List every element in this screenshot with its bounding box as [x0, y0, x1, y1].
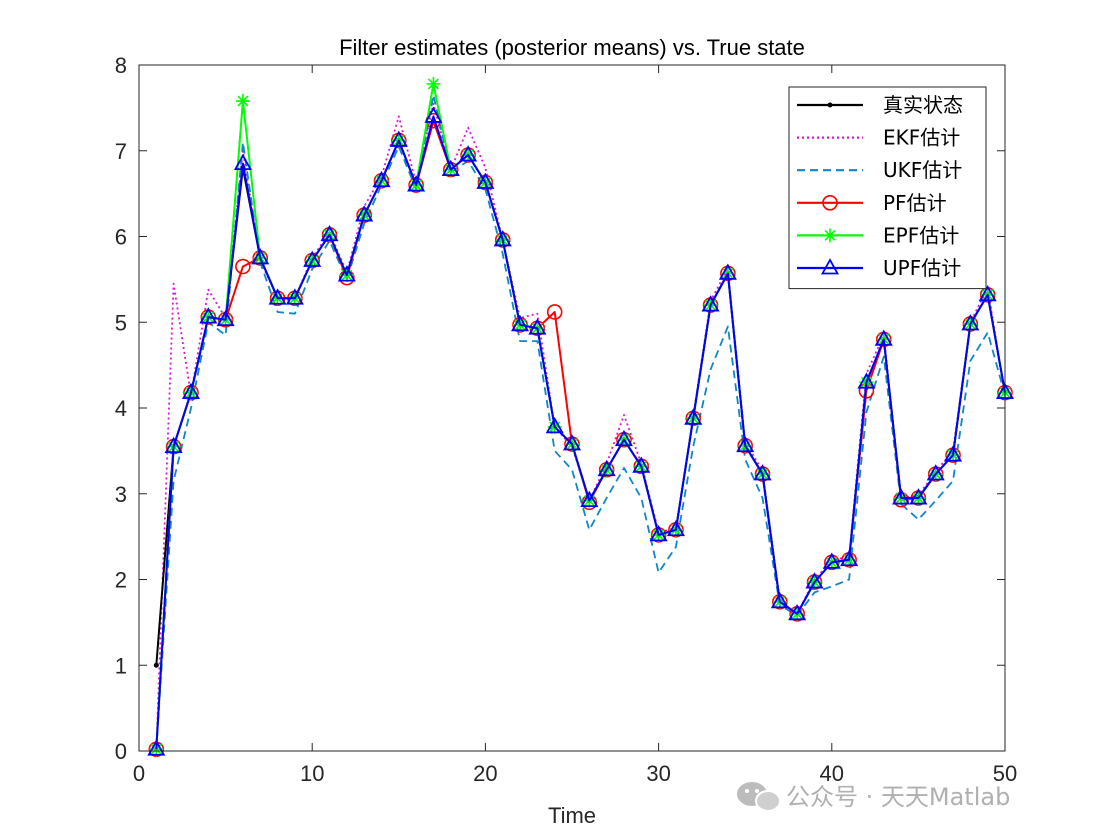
legend-item-2: UKF估计: [797, 158, 962, 182]
data-point-5-38: [805, 572, 824, 589]
data-point-5-19: [476, 172, 495, 189]
legend-marker: [823, 228, 837, 243]
data-point-5-32: [701, 295, 720, 312]
y-tick-label: 3: [115, 482, 127, 507]
data-point-4-5: [235, 94, 250, 109]
data-point-5-16: [424, 106, 443, 123]
legend-box: [788, 86, 987, 290]
legend-label: UPF估计: [883, 256, 961, 280]
series-5: [147, 106, 1015, 756]
legend-item-3: PF估计: [797, 191, 947, 215]
y-tick-label: 2: [115, 568, 127, 593]
series-layer: [147, 76, 1015, 758]
data-point-5-45: [926, 464, 945, 481]
data-point-5-12: [355, 205, 374, 222]
data-point-5-46: [944, 445, 963, 462]
x-tick-label: 50: [993, 761, 1017, 786]
data-point-5-34: [736, 435, 755, 453]
data-point-5-22: [528, 318, 547, 335]
legend-label: EKF估计: [883, 126, 960, 150]
data-point-5-8: [285, 288, 304, 305]
data-point-5-15: [407, 175, 426, 192]
chart-title: Filter estimates (posterior means) vs. T…: [339, 35, 805, 60]
data-point-5-26: [597, 459, 616, 477]
legend-label: PF估计: [883, 191, 947, 215]
legend-item-0: 真实状态: [797, 93, 963, 117]
data-point-0-0: [153, 662, 159, 668]
data-point-5-39: [822, 552, 841, 569]
y-tick-label: 1: [115, 653, 127, 678]
data-point-5-41: [857, 372, 876, 389]
x-tick-label: 30: [646, 761, 670, 786]
series-line-2: [155, 94, 1006, 750]
x-tick-label: 0: [133, 761, 145, 786]
data-point-5-18: [459, 145, 478, 162]
x-tick-label: 40: [820, 761, 844, 786]
wechat-icon: [737, 782, 781, 812]
data-point-4-16: [426, 76, 441, 91]
legend-marker: [827, 102, 833, 108]
data-point-5-43: [892, 488, 911, 505]
data-point-5-0: [147, 739, 166, 756]
data-point-5-44: [909, 488, 928, 505]
data-point-5-42: [874, 329, 893, 346]
data-point-5-27: [614, 429, 633, 447]
watermark-text: 公众号 · 天天Matlab: [786, 783, 1010, 811]
data-point-5-7: [268, 288, 287, 305]
y-tick-label: 4: [115, 396, 127, 421]
legend-label: EPF估计: [883, 223, 959, 247]
data-point-5-24: [562, 434, 582, 451]
ticks-layer: 0 10 20 30 40 50 0 1 2 3 4 5 6 7 8: [115, 53, 1017, 786]
watermark: 公众号 · 天天Matlab: [737, 782, 1010, 812]
data-point-5-28: [632, 456, 651, 473]
data-point-5-14: [389, 130, 408, 147]
data-point-5-31: [684, 408, 703, 425]
y-tick-label: 7: [115, 139, 127, 164]
data-point-5-2: [181, 382, 200, 399]
data-point-3-5: [235, 258, 251, 275]
series-line-5: [155, 115, 1006, 750]
data-point-5-4: [216, 309, 235, 327]
legend-label: 真实状态: [883, 93, 963, 117]
data-point-5-21: [511, 314, 530, 332]
y-tick-label: 0: [115, 739, 127, 764]
data-point-5-1: [164, 436, 183, 453]
data-point-5-33: [718, 263, 737, 280]
data-point-5-47: [961, 314, 980, 331]
data-point-5-36: [770, 591, 789, 609]
data-point-5-37: [788, 603, 807, 621]
data-point-5-10: [320, 224, 339, 242]
data-point-5-48: [978, 284, 997, 302]
series-2: [155, 94, 1006, 750]
data-point-5-30: [666, 519, 685, 537]
data-point-5-40: [840, 549, 859, 567]
legend-item-4: EPF估计: [797, 223, 959, 247]
x-tick-label: 10: [300, 761, 324, 786]
data-point-5-11: [337, 265, 356, 282]
y-tick-label: 5: [115, 310, 127, 335]
legend: 真实状态 EKF估计 UKF估计 PF估计 EPF估计 UPF估计: [788, 86, 987, 290]
data-point-5-23: [545, 417, 564, 434]
x-axis-label: Time: [548, 803, 596, 828]
data-point-5-5: [233, 153, 252, 171]
data-point-5-13: [372, 170, 391, 188]
data-point-5-3: [199, 307, 218, 324]
legend-marker: [820, 258, 840, 275]
x-tick-label: 20: [473, 761, 497, 786]
data-point-3-23: [546, 304, 563, 320]
legend-marker: [822, 195, 838, 211]
data-point-5-20: [493, 230, 512, 247]
legend-label: UKF估计: [883, 158, 962, 182]
legend-item-5: UPF估计: [797, 256, 961, 280]
legend-item-1: EKF估计: [797, 126, 960, 150]
y-tick-label: 8: [115, 53, 127, 78]
data-point-5-29: [649, 525, 668, 542]
data-point-5-25: [580, 490, 599, 508]
data-point-5-35: [753, 464, 772, 481]
data-point-5-9: [303, 250, 322, 267]
data-point-5-17: [441, 159, 460, 177]
data-point-5-6: [251, 248, 270, 265]
y-tick-label: 6: [115, 225, 127, 250]
